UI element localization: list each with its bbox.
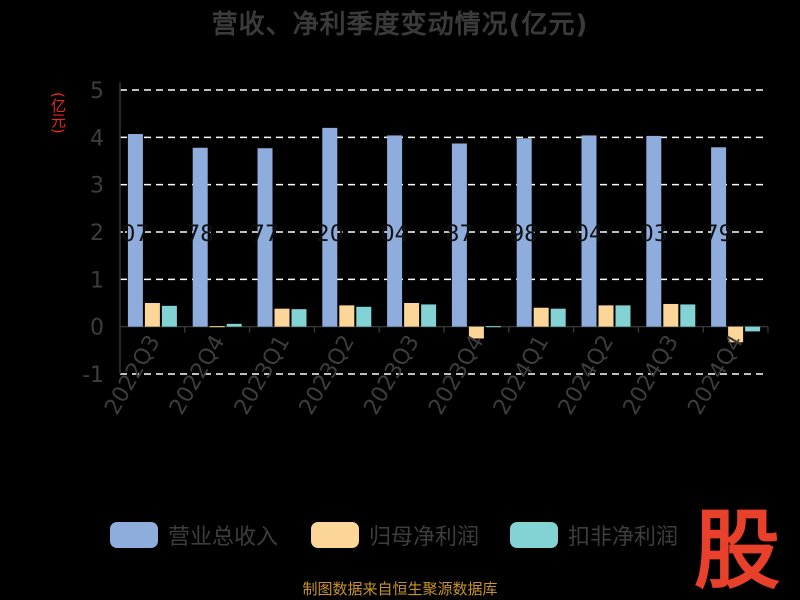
bar-net-profit[interactable] xyxy=(339,305,355,327)
bar-deducted-profit[interactable] xyxy=(485,326,501,328)
chart-title: 营收、净利季度变动情况(亿元) xyxy=(211,10,589,40)
bar-net-profit[interactable] xyxy=(209,326,225,328)
data-label: 20 xyxy=(316,222,344,247)
bar-net-profit[interactable] xyxy=(598,305,614,327)
x-tick-label: 2023Q4 xyxy=(424,331,489,419)
bar-revenue[interactable] xyxy=(646,135,662,327)
bar-revenue[interactable] xyxy=(192,147,208,327)
bar-revenue[interactable] xyxy=(257,148,273,327)
bar-deducted-profit[interactable] xyxy=(680,304,696,327)
bar-revenue[interactable] xyxy=(711,147,727,327)
y-axis-unit-label: (亿元) xyxy=(49,92,67,134)
data-source-note: 制图数据来自恒生聚源数据库 xyxy=(302,580,498,598)
x-tick-label: 2024Q2 xyxy=(554,331,619,419)
data-label: 78 xyxy=(186,222,214,247)
data-label: 98 xyxy=(510,222,538,247)
bar-net-profit[interactable] xyxy=(404,303,420,327)
legend-swatch-net-profit xyxy=(311,522,359,548)
bar-revenue[interactable] xyxy=(387,135,403,327)
y-tick-label: 5 xyxy=(90,79,104,104)
bar-deducted-profit[interactable] xyxy=(356,306,372,327)
x-tick-label: 2023Q1 xyxy=(230,331,295,419)
bar-revenue[interactable] xyxy=(127,134,143,327)
y-tick-label: 3 xyxy=(90,174,104,199)
bar-net-profit[interactable] xyxy=(728,326,744,343)
bar-deducted-profit[interactable] xyxy=(161,305,177,327)
bar-net-profit[interactable] xyxy=(663,303,679,327)
bar-deducted-profit[interactable] xyxy=(421,304,437,327)
bar-deducted-profit[interactable] xyxy=(615,305,631,327)
y-tick-label: 2 xyxy=(90,221,104,246)
legend-swatch-deducted-profit xyxy=(510,522,558,548)
legend-label-deducted-profit: 扣非净利润 xyxy=(568,525,679,550)
data-label: 04 xyxy=(575,222,603,247)
legend-label-revenue: 营业总收入 xyxy=(168,525,279,550)
bars xyxy=(127,127,761,343)
x-tick-label: 2024Q1 xyxy=(489,331,554,419)
data-label: 79 xyxy=(705,222,733,247)
legend-item-deducted-profit[interactable]: 扣非净利润 xyxy=(510,518,678,552)
bar-deducted-profit[interactable] xyxy=(226,323,242,327)
x-tick-label: 2023Q3 xyxy=(359,331,424,419)
y-tick-label: 1 xyxy=(90,268,104,293)
bar-revenue[interactable] xyxy=(451,143,467,327)
x-tick-label: 2024Q3 xyxy=(619,331,684,419)
data-label: 04 xyxy=(381,222,409,247)
legend-item-net-profit[interactable]: 归母净利润 xyxy=(311,518,479,552)
bar-net-profit[interactable] xyxy=(274,308,290,327)
x-tick-label: 2022Q3 xyxy=(100,331,165,419)
bar-deducted-profit[interactable] xyxy=(550,308,566,327)
bar-deducted-profit[interactable] xyxy=(745,326,761,332)
legend-swatch-revenue xyxy=(110,522,158,548)
x-tick-label: 2022Q4 xyxy=(165,331,230,419)
watermark-logo: 股 xyxy=(694,501,780,590)
bar-revenue[interactable] xyxy=(516,138,532,327)
legend-item-revenue[interactable]: 营业总收入 xyxy=(110,518,278,552)
bar-net-profit[interactable] xyxy=(144,303,160,327)
data-label: 87 xyxy=(445,222,473,247)
y-tick-label: -1 xyxy=(82,363,104,388)
bar-revenue[interactable] xyxy=(322,127,338,327)
bar-net-profit[interactable] xyxy=(468,326,484,339)
x-tick-label: 2024Q4 xyxy=(683,331,748,419)
y-tick-label: 0 xyxy=(90,316,104,341)
y-tick-label: 4 xyxy=(90,126,104,151)
data-label: 77 xyxy=(251,222,279,247)
bar-deducted-profit[interactable] xyxy=(291,309,307,327)
legend-label-net-profit: 归母净利润 xyxy=(369,525,480,550)
x-tick-label: 2023Q2 xyxy=(295,331,360,419)
data-label: 07 xyxy=(121,222,149,247)
data-labels: 07 78 77 20 04 87 98 04 03 79 xyxy=(121,222,732,247)
bar-net-profit[interactable] xyxy=(533,307,549,327)
data-label: 03 xyxy=(640,222,668,247)
bar-revenue[interactable] xyxy=(581,135,597,327)
svg-text:股: 股 xyxy=(694,501,780,590)
axes xyxy=(119,82,769,374)
